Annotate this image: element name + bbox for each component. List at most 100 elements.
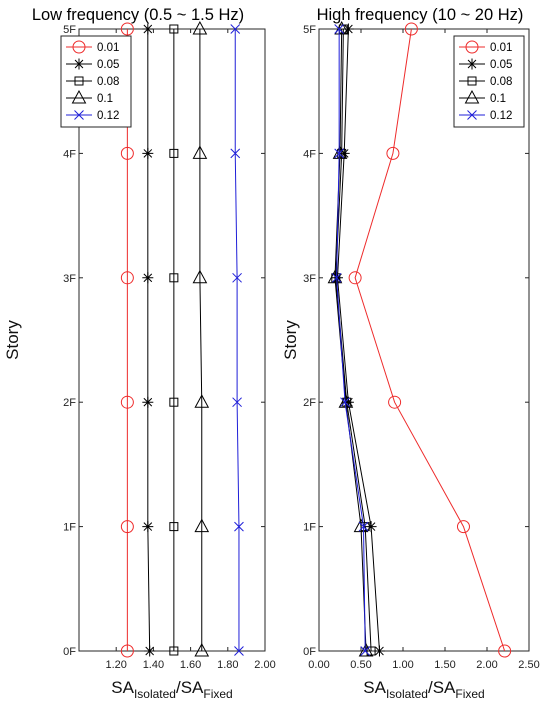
- series-0-12: [331, 24, 371, 656]
- y-axis-label: Story: [281, 320, 300, 360]
- data-point: [388, 395, 402, 409]
- data-point: [358, 642, 374, 657]
- series-0-12: [230, 24, 244, 656]
- data-point: [169, 273, 179, 283]
- series-0-08: [169, 24, 179, 656]
- data-point: [192, 145, 208, 159]
- data-point: [342, 23, 354, 35]
- legend-marker: [466, 58, 478, 70]
- series-0-01: [120, 22, 134, 658]
- data-point: [404, 22, 418, 36]
- series-line: [336, 28, 380, 652]
- series-line: [336, 29, 366, 652]
- data-point: [120, 271, 134, 285]
- legend-label: 0.01: [97, 42, 119, 54]
- series-0-1: [192, 20, 210, 657]
- legend: 0.01 0.05 0.08 0.1 0.12: [453, 35, 525, 128]
- data-point: [366, 646, 376, 656]
- x-tick-label: 1.40: [143, 659, 164, 671]
- legend-label: 0.1: [490, 93, 506, 105]
- x-tick-label: 2.50: [518, 659, 539, 671]
- legend-label: 0.12: [97, 110, 119, 122]
- data-point: [232, 272, 242, 283]
- legend-label: 0.1: [97, 93, 113, 105]
- data-point: [192, 269, 208, 284]
- series-line: [354, 28, 506, 652]
- legend-marker: [464, 89, 480, 104]
- legend-marker: [74, 76, 84, 86]
- y-axis-label: Story: [3, 320, 22, 360]
- data-point: [144, 645, 156, 657]
- data-point: [194, 394, 210, 408]
- x-tick-label: 0.00: [308, 659, 329, 671]
- data-point: [120, 520, 134, 534]
- chart-title: Low frequency (0.5 ~ 1.5 Hz): [32, 6, 244, 24]
- x-axis-label: SAIsolated/SAFixed: [363, 678, 484, 701]
- legend-label: 0.12: [490, 110, 512, 122]
- data-point: [230, 24, 241, 34]
- data-point: [232, 397, 242, 408]
- data-point: [331, 272, 342, 283]
- series-line: [199, 29, 203, 651]
- legend-label: 0.08: [97, 76, 119, 88]
- x-tick-label: 2.00: [476, 659, 497, 671]
- data-point: [365, 521, 377, 533]
- data-point: [142, 23, 154, 35]
- y-tick-label: 1F: [303, 522, 316, 534]
- x-tick-label: 1.80: [217, 659, 238, 671]
- x-axis-label: SAIsolated/SAFixed: [111, 678, 232, 701]
- data-point: [120, 22, 134, 36]
- legend-marker: [71, 89, 87, 104]
- data-point: [142, 521, 154, 533]
- data-point: [334, 148, 345, 159]
- x-tick-label: 1.50: [434, 659, 455, 671]
- data-point: [194, 642, 210, 657]
- y-tick-label: 3F: [303, 273, 316, 285]
- y-tick-label: 2F: [303, 397, 316, 409]
- legend-label: 0.05: [490, 59, 512, 71]
- x-tick-label: 2.00: [254, 659, 275, 671]
- legend-label: 0.01: [490, 42, 512, 54]
- plot-area-frame: [318, 28, 530, 652]
- plot-area-frame: [78, 28, 266, 652]
- series-0-01: [348, 22, 512, 658]
- data-point: [169, 397, 179, 407]
- data-point: [169, 148, 179, 158]
- y-tick-label: 0F: [63, 646, 76, 658]
- x-tick-label: 1.20: [105, 659, 126, 671]
- data-point: [340, 397, 350, 408]
- chart-panel-2: High frequency (10 ~ 20 Hz) 0F 1F 2F 3F 4F 5F 0…: [281, 6, 540, 701]
- legend-marker: [467, 110, 477, 120]
- data-point: [348, 271, 362, 285]
- data-point: [386, 146, 400, 160]
- x-tick-label: 0.50: [350, 659, 371, 671]
- chart-panel-1: Low frequency (0.5 ~ 1.5 Hz) 0F 1F 2F 3F 4F 5F…: [3, 6, 276, 701]
- data-point: [334, 24, 345, 34]
- legend-marker: [74, 110, 84, 120]
- legend-marker: [73, 58, 85, 70]
- data-point: [169, 646, 179, 656]
- data-point: [192, 20, 208, 35]
- data-point: [332, 145, 348, 159]
- x-tick-label: 1.00: [392, 659, 413, 671]
- data-point: [169, 24, 179, 34]
- x-tick-label: 1.60: [180, 659, 201, 671]
- y-tick-label: 2F: [63, 397, 76, 409]
- y-tick-label: 0F: [303, 646, 316, 658]
- y-tick-label: 4F: [303, 148, 316, 160]
- y-tick-label: 5F: [303, 24, 316, 36]
- data-point: [331, 272, 343, 284]
- data-point: [234, 521, 244, 532]
- legend-marker: [467, 76, 477, 86]
- data-point: [120, 395, 134, 409]
- chart-title: High frequency (10 ~ 20 Hz): [317, 6, 524, 24]
- y-tick-label: 1F: [63, 522, 76, 534]
- data-point: [234, 646, 244, 656]
- legend-label: 0.08: [490, 76, 512, 88]
- data-point: [194, 518, 210, 533]
- data-point: [456, 520, 470, 534]
- legend-marker: [72, 40, 86, 54]
- data-point: [142, 272, 154, 284]
- data-point: [373, 645, 385, 657]
